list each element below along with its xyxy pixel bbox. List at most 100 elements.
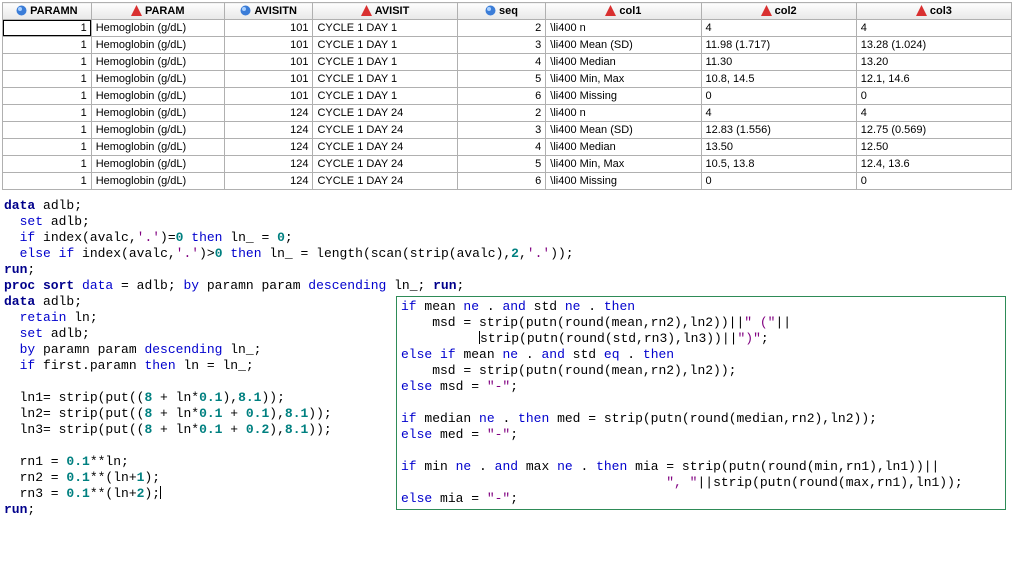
col-header-col2[interactable]: col2 xyxy=(701,3,856,20)
cell[interactable]: 3 xyxy=(457,122,546,139)
cell[interactable]: Hemoglobin (g/dL) xyxy=(91,122,224,139)
table-row[interactable]: 1Hemoglobin (g/dL)124CYCLE 1 DAY 244\li4… xyxy=(3,139,1012,156)
cell[interactable]: 1 xyxy=(3,139,92,156)
cell[interactable]: 5 xyxy=(457,71,546,88)
cell[interactable]: 1 xyxy=(3,20,92,37)
cell[interactable]: CYCLE 1 DAY 24 xyxy=(313,105,457,122)
cell[interactable]: 4 xyxy=(856,20,1011,37)
cell[interactable]: 1 xyxy=(3,54,92,71)
table-row[interactable]: 1Hemoglobin (g/dL)101CYCLE 1 DAY 12\li40… xyxy=(3,20,1012,37)
cell[interactable]: Hemoglobin (g/dL) xyxy=(91,88,224,105)
col-header-col1[interactable]: col1 xyxy=(546,3,701,20)
cell[interactable]: CYCLE 1 DAY 1 xyxy=(313,88,457,105)
cell[interactable]: 101 xyxy=(224,37,313,54)
cell[interactable]: CYCLE 1 DAY 24 xyxy=(313,156,457,173)
cell[interactable]: \li400 Mean (SD) xyxy=(546,122,701,139)
cell[interactable]: 4 xyxy=(856,105,1011,122)
col-header-seq[interactable]: seq xyxy=(457,3,546,20)
cell[interactable]: 12.4, 13.6 xyxy=(856,156,1011,173)
cell[interactable]: Hemoglobin (g/dL) xyxy=(91,37,224,54)
cell[interactable]: 1 xyxy=(3,71,92,88)
cell[interactable]: 6 xyxy=(457,173,546,190)
cell[interactable]: Hemoglobin (g/dL) xyxy=(91,54,224,71)
cell[interactable]: \li400 Min, Max xyxy=(546,156,701,173)
table-row[interactable]: 1Hemoglobin (g/dL)124CYCLE 1 DAY 246\li4… xyxy=(3,173,1012,190)
cell[interactable]: \li400 Missing xyxy=(546,88,701,105)
cell[interactable]: 0 xyxy=(856,88,1011,105)
cell[interactable]: Hemoglobin (g/dL) xyxy=(91,139,224,156)
table-row[interactable]: 1Hemoglobin (g/dL)101CYCLE 1 DAY 14\li40… xyxy=(3,54,1012,71)
cell[interactable]: 12.75 (0.569) xyxy=(856,122,1011,139)
cell[interactable]: 124 xyxy=(224,156,313,173)
cell[interactable]: 1 xyxy=(3,105,92,122)
cell[interactable]: Hemoglobin (g/dL) xyxy=(91,156,224,173)
cell[interactable]: 3 xyxy=(457,37,546,54)
table-row[interactable]: 1Hemoglobin (g/dL)101CYCLE 1 DAY 13\li40… xyxy=(3,37,1012,54)
code-block-right[interactable]: if mean ne . and std ne . then msd = str… xyxy=(396,296,1006,510)
cell[interactable]: 124 xyxy=(224,139,313,156)
cell[interactable]: 1 xyxy=(3,156,92,173)
cell[interactable]: 101 xyxy=(224,54,313,71)
col-header-avisitn[interactable]: AVISITN xyxy=(224,3,313,20)
cell[interactable]: 1 xyxy=(3,37,92,54)
cell[interactable]: Hemoglobin (g/dL) xyxy=(91,20,224,37)
cell[interactable]: \li400 Missing xyxy=(546,173,701,190)
cell[interactable]: CYCLE 1 DAY 24 xyxy=(313,173,457,190)
cell[interactable]: \li400 n xyxy=(546,20,701,37)
cell[interactable]: 5 xyxy=(457,156,546,173)
cell[interactable]: CYCLE 1 DAY 24 xyxy=(313,139,457,156)
cell[interactable]: \li400 Min, Max xyxy=(546,71,701,88)
cell[interactable]: 0 xyxy=(701,173,856,190)
cell[interactable]: 124 xyxy=(224,105,313,122)
cell[interactable]: 101 xyxy=(224,71,313,88)
col-header-param[interactable]: PARAM xyxy=(91,3,224,20)
cell[interactable]: 13.20 xyxy=(856,54,1011,71)
cell[interactable]: 12.83 (1.556) xyxy=(701,122,856,139)
cell[interactable]: Hemoglobin (g/dL) xyxy=(91,71,224,88)
cell[interactable]: 1 xyxy=(3,88,92,105)
table-row[interactable]: 1Hemoglobin (g/dL)124CYCLE 1 DAY 243\li4… xyxy=(3,122,1012,139)
table-row[interactable]: 1Hemoglobin (g/dL)101CYCLE 1 DAY 16\li40… xyxy=(3,88,1012,105)
cell[interactable]: 4 xyxy=(701,20,856,37)
cell[interactable]: 11.30 xyxy=(701,54,856,71)
col-header-col3[interactable]: col3 xyxy=(856,3,1011,20)
cell[interactable]: 0 xyxy=(856,173,1011,190)
col-header-paramn[interactable]: PARAMN xyxy=(3,3,92,20)
cell[interactable]: 4 xyxy=(457,54,546,71)
data-grid[interactable]: PARAMNPARAMAVISITNAVISITseqcol1col2col3 … xyxy=(2,2,1012,190)
table-row[interactable]: 1Hemoglobin (g/dL)101CYCLE 1 DAY 15\li40… xyxy=(3,71,1012,88)
cell[interactable]: 12.50 xyxy=(856,139,1011,156)
cell[interactable]: \li400 Median xyxy=(546,54,701,71)
cell[interactable]: 101 xyxy=(224,20,313,37)
cell[interactable]: CYCLE 1 DAY 1 xyxy=(313,54,457,71)
code-block-left[interactable]: data adlb; retain ln; set adlb; by param… xyxy=(0,294,390,518)
table-row[interactable]: 1Hemoglobin (g/dL)124CYCLE 1 DAY 242\li4… xyxy=(3,105,1012,122)
cell[interactable]: 12.1, 14.6 xyxy=(856,71,1011,88)
cell[interactable]: 13.28 (1.024) xyxy=(856,37,1011,54)
cell[interactable]: CYCLE 1 DAY 1 xyxy=(313,37,457,54)
cell[interactable]: 2 xyxy=(457,105,546,122)
cell[interactable]: Hemoglobin (g/dL) xyxy=(91,173,224,190)
cell[interactable]: 10.5, 13.8 xyxy=(701,156,856,173)
cell[interactable]: CYCLE 1 DAY 24 xyxy=(313,122,457,139)
cell[interactable]: 4 xyxy=(457,139,546,156)
cell[interactable]: \li400 n xyxy=(546,105,701,122)
cell[interactable]: 124 xyxy=(224,173,313,190)
cell[interactable]: 0 xyxy=(701,88,856,105)
cell[interactable]: \li400 Mean (SD) xyxy=(546,37,701,54)
cell[interactable]: Hemoglobin (g/dL) xyxy=(91,105,224,122)
table-row[interactable]: 1Hemoglobin (g/dL)124CYCLE 1 DAY 245\li4… xyxy=(3,156,1012,173)
cell[interactable]: 124 xyxy=(224,122,313,139)
cell[interactable]: 1 xyxy=(3,122,92,139)
cell[interactable]: 6 xyxy=(457,88,546,105)
cell[interactable]: 1 xyxy=(3,173,92,190)
cell[interactable]: 10.8, 14.5 xyxy=(701,71,856,88)
cell[interactable]: CYCLE 1 DAY 1 xyxy=(313,20,457,37)
cell[interactable]: 4 xyxy=(701,105,856,122)
code-block-top[interactable]: data adlb; set adlb; if index(avalc,'.')… xyxy=(0,198,1024,294)
cell[interactable]: CYCLE 1 DAY 1 xyxy=(313,71,457,88)
col-header-avisit[interactable]: AVISIT xyxy=(313,3,457,20)
cell[interactable]: 101 xyxy=(224,88,313,105)
cell[interactable]: 11.98 (1.717) xyxy=(701,37,856,54)
cell[interactable]: 13.50 xyxy=(701,139,856,156)
